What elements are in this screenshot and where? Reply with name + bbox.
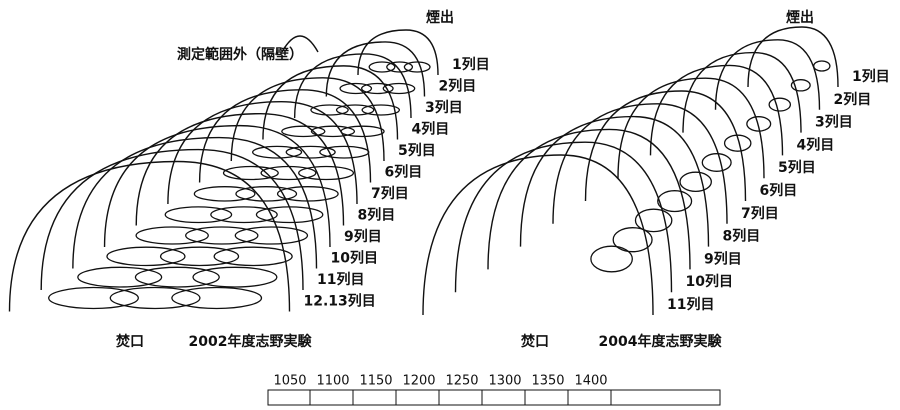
ware-oval [235,227,307,244]
kiln-arch [553,104,727,224]
scale-tick-label: 1300 [488,374,521,389]
panel-title: 2002年度志野実験 [189,333,313,350]
ware-oval [658,191,692,212]
ware-oval [278,187,339,201]
top-label: 煙出 [786,9,814,26]
kiln-arch [263,66,398,140]
row-label: 8列目 [723,228,761,245]
row-label: 3列目 [815,114,853,131]
right-panel: 煙出 焚口 2004年度志野実験 11列目 10列目 9列目 8列目 7列目 6列目 5列目… [423,9,890,350]
panel-title: 2004年度志野実験 [599,333,723,350]
scale-tick-label: 1150 [359,374,392,389]
top-label: 煙出 [426,9,454,26]
ware-oval [383,84,414,94]
row-label: 5列目 [778,159,816,176]
kiln-arch [10,162,290,312]
scale-tick-label: 1350 [531,374,564,389]
mouth-label: 焚口 [520,334,549,350]
scale-tick-label: 1050 [273,374,306,389]
ware-oval [214,247,292,265]
row-label: 1列目 [452,56,490,73]
row-label: 6列目 [760,182,798,199]
row-label: 7列目 [371,185,409,202]
scale-tick-label: 1100 [316,374,349,389]
kiln-arch [423,155,653,315]
row-label: 6列目 [385,164,423,181]
temperature-scale: 1050 1100 1150 1200 1250 1300 1350 1400 [268,374,720,406]
row-label: 3列目 [425,99,463,116]
row-label: 7列目 [741,205,779,222]
row-label: 10列目 [331,250,378,267]
row-label: 12.13列目 [304,293,376,310]
mouth-label: 焚口 [115,334,144,350]
kiln-arch [326,42,424,97]
scale-tick-label: 1250 [445,374,478,389]
ware-oval [591,246,632,272]
kiln-arch [456,142,672,292]
ware-oval [362,105,399,115]
row-label: 11列目 [667,296,714,313]
ware-oval [814,61,830,71]
ware-oval [299,167,354,180]
ware-oval [172,288,262,309]
left-panel: 煙出 測定範囲外（隔壁） 焚口 2002年度志野実験 12.13列目11列目10… [10,9,490,350]
ware-oval [702,154,731,172]
row-label: 9列目 [704,250,742,267]
scale-tick-label: 1200 [402,374,435,389]
row-label: 2列目 [439,78,477,95]
row-label: 4列目 [797,136,835,153]
ware-oval [404,62,430,72]
row-label: 5列目 [398,142,436,159]
kiln-arch [488,129,690,269]
row-label: 1列目 [852,68,890,85]
ware-oval [320,146,369,158]
row-label: 10列目 [686,273,733,290]
row-label: 8列目 [358,207,396,224]
ware-oval [193,267,277,287]
row-label: 4列目 [412,121,450,138]
kiln-figure: 煙出 測定範囲外（隔壁） 焚口 2002年度志野実験 12.13列目11列目10… [0,0,900,406]
scale-tick-label: 1400 [574,374,607,389]
kiln-arch [618,78,764,178]
kiln-arch [716,40,820,110]
ware-oval [769,98,790,111]
row-label: 9列目 [344,228,382,245]
row-label: 2列目 [834,91,872,108]
row-label: 11列目 [317,271,364,288]
ware-oval [680,172,711,191]
scale-frame [268,390,720,405]
